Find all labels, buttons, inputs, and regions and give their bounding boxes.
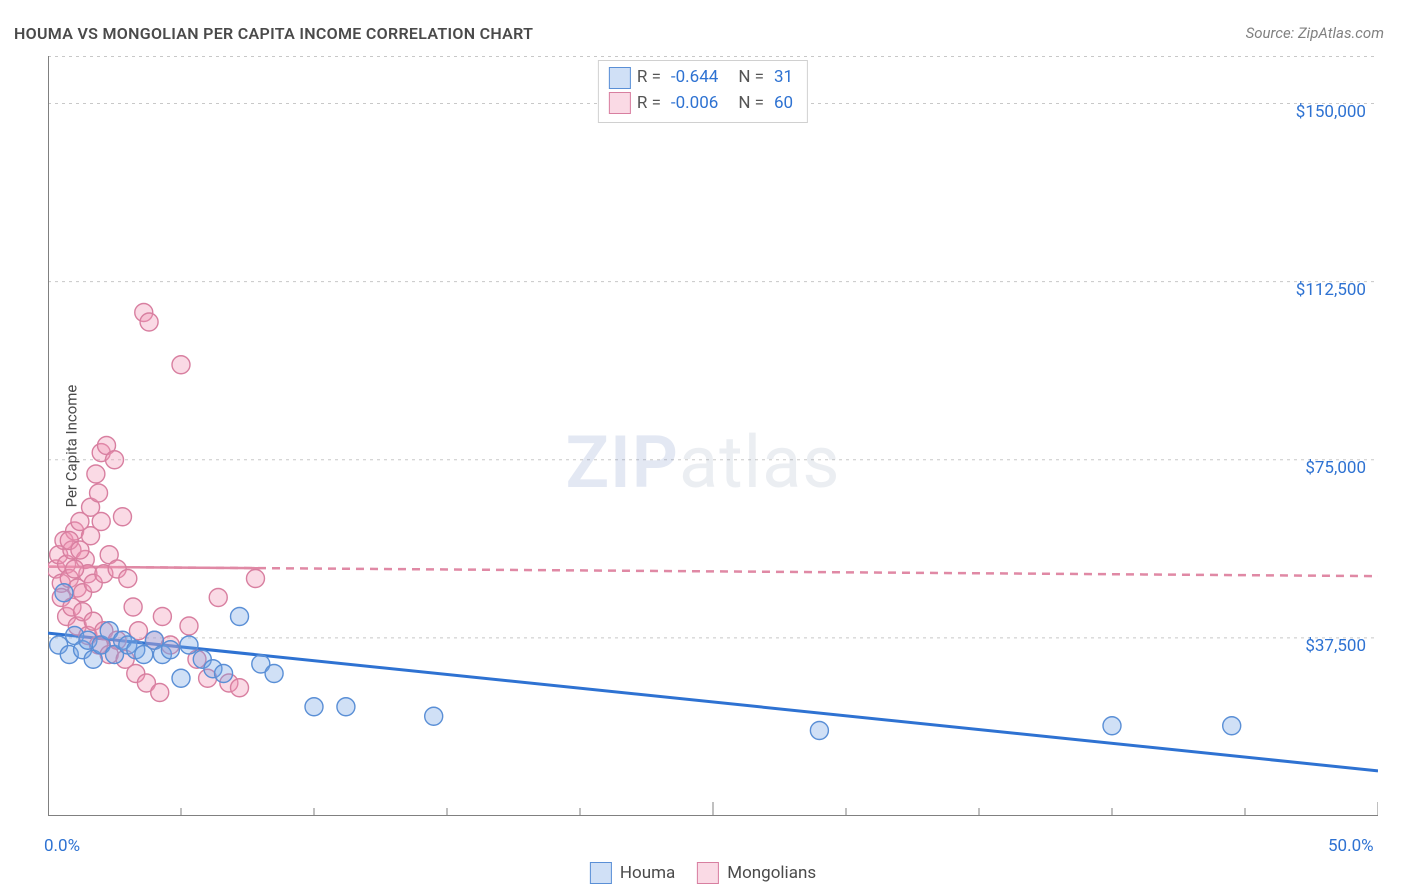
r-label: R = — [637, 91, 661, 117]
n-label: N = — [738, 91, 764, 117]
legend-label: Houma — [620, 863, 675, 883]
scatter-svg — [48, 56, 1378, 816]
y-tick-label: $150,000 — [1261, 102, 1366, 122]
correlation-legend: R =-0.644 N =31 R =-0.006 N =60 — [598, 60, 808, 123]
legend-swatch — [697, 862, 719, 884]
plot-area — [48, 56, 1378, 816]
n-label: N = — [738, 65, 764, 91]
chart-root: HOUMA VS MONGOLIAN PER CAPITA INCOME COR… — [0, 0, 1406, 892]
chart-title: HOUMA VS MONGOLIAN PER CAPITA INCOME COR… — [14, 24, 533, 43]
r-label: R = — [637, 65, 661, 91]
n-value: 31 — [770, 65, 797, 91]
legend-item: Mongolians — [697, 862, 816, 884]
y-tick-label: $112,500 — [1261, 280, 1366, 300]
legend-row: R =-0.006 N =60 — [609, 91, 797, 117]
r-value: -0.644 — [667, 65, 722, 91]
legend-swatch — [609, 92, 631, 114]
n-value: 60 — [770, 91, 797, 117]
legend-swatch — [590, 862, 612, 884]
x-tick-label: 0.0% — [44, 836, 80, 856]
r-value: -0.006 — [667, 91, 722, 117]
legend-row: R =-0.644 N =31 — [609, 65, 797, 91]
y-tick-label: $75,000 — [1261, 458, 1366, 478]
legend-label: Mongolians — [727, 863, 816, 883]
x-tick-label: 50.0% — [1328, 836, 1374, 856]
source-label: Source: ZipAtlas.com — [1246, 24, 1384, 42]
series-legend: Houma Mongolians — [590, 862, 816, 884]
legend-item: Houma — [590, 862, 675, 884]
y-tick-label: $37,500 — [1261, 636, 1366, 656]
legend-swatch — [609, 67, 631, 89]
